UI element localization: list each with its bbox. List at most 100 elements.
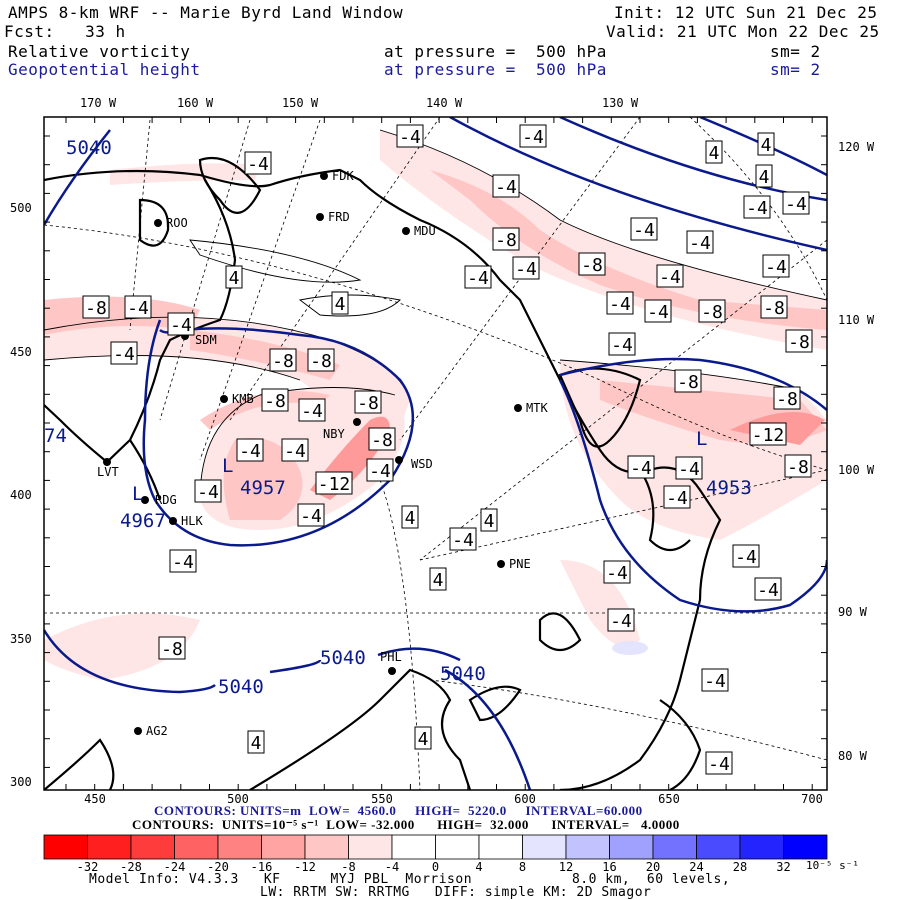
height-contour-label: 74 bbox=[44, 425, 67, 447]
vorticity-contour-label: -4 bbox=[449, 527, 477, 551]
plot-title: AMPS 8-km WRF -- Marie Byrd Land Window bbox=[8, 3, 404, 22]
svg-text:-4: -4 bbox=[247, 154, 269, 175]
field1-smoothing: sm= 2 bbox=[770, 42, 821, 61]
station-ag2: AG2 bbox=[134, 724, 168, 738]
colorbar-tick-label: -28 bbox=[120, 860, 142, 874]
svg-text:-4: -4 bbox=[735, 547, 757, 568]
vorticity-contour-label: -8 bbox=[82, 295, 110, 319]
height-contour-label: 4953 bbox=[706, 477, 752, 499]
top-longitude-label: 150 W bbox=[282, 96, 319, 110]
station-dot bbox=[402, 227, 410, 235]
station-dot bbox=[220, 395, 228, 403]
svg-text:-4: -4 bbox=[785, 194, 807, 215]
station-dot bbox=[388, 667, 396, 675]
colorbar-tick-label: -32 bbox=[77, 860, 99, 874]
vorticity-contour-label: -8 bbox=[674, 369, 702, 393]
station-fdk: FDK bbox=[320, 169, 354, 183]
vorticity-contour-label: -4 bbox=[627, 455, 655, 479]
colorbar-tick-label: 0 bbox=[432, 860, 439, 874]
vorticity-contour-label: -4 bbox=[644, 299, 672, 323]
right-longitude-label: 120 W bbox=[838, 140, 875, 154]
station-label: FDK bbox=[332, 169, 354, 183]
svg-text:-4: -4 bbox=[765, 257, 787, 278]
station-label: KMB bbox=[232, 392, 254, 406]
left-axis-label: 350 bbox=[10, 632, 32, 646]
svg-text:-4: -4 bbox=[746, 198, 768, 219]
svg-text:-4: -4 bbox=[127, 298, 149, 319]
vorticity-contour-label: 4 bbox=[429, 567, 447, 591]
station-mdu: MDU bbox=[402, 224, 436, 238]
vorticity-contour-label: 4 bbox=[757, 132, 775, 156]
vorticity-contour-label: -4 bbox=[236, 438, 264, 462]
svg-text:-4: -4 bbox=[113, 344, 135, 365]
vorticity-contour-label: -4 bbox=[396, 124, 424, 148]
colorbar-swatch bbox=[348, 834, 393, 860]
svg-text:-4: -4 bbox=[757, 580, 779, 601]
vorticity-contour-label: -8 bbox=[492, 227, 520, 251]
height-contours bbox=[44, 117, 827, 790]
vorticity-contour-label: -4 bbox=[492, 174, 520, 198]
vorticity-contour-label: -4 bbox=[630, 217, 658, 241]
svg-text:-4: -4 bbox=[704, 671, 726, 692]
colorbar-swatch bbox=[391, 834, 436, 860]
vorticity-contour-label: 4 bbox=[331, 291, 349, 315]
vorticity-contour-label: -4 bbox=[686, 230, 714, 254]
vorticity-contour-label: -4 bbox=[298, 398, 326, 422]
vorticity-contour-label: -8 bbox=[785, 329, 813, 353]
top-longitude-label: 130 W bbox=[602, 96, 639, 110]
svg-text:-8: -8 bbox=[788, 332, 810, 353]
station-rdg: RDG bbox=[141, 493, 177, 507]
top-longitude-label: 140 W bbox=[426, 96, 463, 110]
colorbar-swatch bbox=[739, 834, 784, 860]
station-nby: NBY bbox=[323, 418, 361, 441]
vorticity-contour-label: 4 bbox=[755, 164, 773, 188]
svg-text:-4: -4 bbox=[689, 233, 711, 254]
height-contour-label: 5040 bbox=[320, 647, 366, 669]
colorbar-swatch bbox=[130, 834, 175, 860]
field1-level: at pressure = 500 hPa bbox=[384, 42, 607, 61]
vorticity-contour-label: 4 bbox=[401, 505, 419, 529]
colorbar-units: 10⁻⁵ s⁻¹ bbox=[806, 859, 859, 872]
vorticity-contour-label: -4 bbox=[464, 265, 492, 289]
vorticity-contour-label: -8 bbox=[269, 348, 297, 372]
model-info: Model Info: V4.3.3 KF MYJ PBL Morrison 8… bbox=[89, 872, 731, 887]
station-dot bbox=[169, 517, 177, 525]
height-contour-label: 5040 bbox=[66, 137, 112, 159]
station-label: MDU bbox=[414, 224, 436, 238]
station-pne: PNE bbox=[497, 557, 531, 571]
svg-text:-8: -8 bbox=[272, 351, 294, 372]
svg-text:-8: -8 bbox=[495, 230, 517, 251]
vorticity-contour-label: -4 bbox=[366, 458, 394, 482]
bottom-axis-label: 450 bbox=[84, 792, 106, 806]
station-dot bbox=[134, 727, 142, 735]
station-label: ROO bbox=[166, 216, 188, 230]
colorbar-tick-label: 28 bbox=[733, 860, 747, 874]
svg-text:4: 4 bbox=[251, 733, 262, 754]
svg-text:-8: -8 bbox=[763, 298, 785, 319]
svg-text:4: 4 bbox=[709, 143, 720, 164]
right-longitude-label: 90 W bbox=[838, 605, 868, 619]
colorbar-swatch bbox=[696, 834, 741, 860]
colorbar-tick-label: 12 bbox=[559, 860, 573, 874]
station-wsd: WSD bbox=[395, 456, 433, 471]
svg-text:-8: -8 bbox=[85, 298, 107, 319]
vorticity-labels: -4 -44 4-44-4-4 -4-4-4-8-8 -4-4-4 -44-4 -4 -8 -8… bbox=[82, 124, 813, 775]
svg-text:-8: -8 bbox=[701, 302, 723, 323]
colorbar-tick-label: 32 bbox=[776, 860, 790, 874]
station-hlk: HLK bbox=[169, 514, 203, 528]
colorbar-swatch bbox=[652, 834, 697, 860]
svg-text:-8: -8 bbox=[310, 351, 332, 372]
svg-text:4: 4 bbox=[405, 508, 416, 529]
height-labels: 5040 5040 5040 5040 74 L 4957 L 4967 L 4953 bbox=[44, 137, 752, 698]
station-dot bbox=[141, 496, 149, 504]
svg-text:-4: -4 bbox=[610, 611, 632, 632]
station-dot bbox=[514, 404, 522, 412]
bottom-axis-label: 700 bbox=[801, 792, 823, 806]
station-label: AG2 bbox=[146, 724, 168, 738]
svg-text:-4: -4 bbox=[666, 488, 688, 509]
svg-text:-8: -8 bbox=[264, 391, 286, 412]
init-time: Init: 12 UTC Sun 21 Dec 25 bbox=[614, 3, 878, 22]
colorbar-swatch bbox=[565, 834, 610, 860]
svg-text:-8: -8 bbox=[581, 255, 603, 276]
svg-text:-4: -4 bbox=[678, 459, 700, 480]
